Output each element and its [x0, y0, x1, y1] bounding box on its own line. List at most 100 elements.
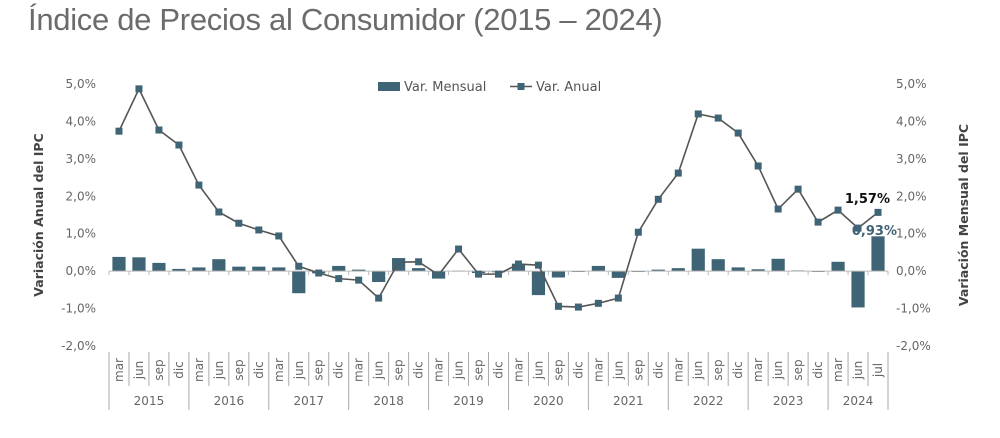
point-var-anual: [594, 299, 602, 307]
bar-var-mensual: [871, 236, 885, 272]
point-var-anual: [375, 294, 383, 302]
x-tick-year: 2016: [214, 394, 245, 408]
y-tick-right: 5,0%: [896, 77, 927, 91]
y-tick-right: -1,0%: [896, 302, 931, 316]
bar-var-mensual: [751, 269, 765, 272]
bar-var-mensual: [332, 265, 346, 272]
x-tick-month: sep: [152, 359, 166, 380]
bar-var-mensual: [152, 262, 166, 272]
point-var-anual: [674, 169, 682, 177]
point-var-anual: [734, 129, 742, 137]
y-tick-right: 3,0%: [896, 152, 927, 166]
x-tick-month: jun: [851, 361, 865, 381]
point-var-anual: [175, 141, 183, 149]
x-tick-month: mar: [831, 358, 845, 382]
x-tick-month: mar: [112, 358, 126, 382]
x-tick-month: jun: [691, 361, 705, 381]
point-var-anual: [654, 195, 662, 203]
y-tick-left: 1,0%: [66, 227, 97, 241]
point-var-anual: [415, 258, 423, 266]
x-tick-month: dic: [811, 361, 825, 379]
bar-var-mensual: [252, 266, 266, 272]
point-var-anual: [754, 162, 762, 170]
point-var-anual: [435, 271, 443, 279]
y-tick-right: 0,0%: [896, 264, 927, 278]
y-axis-label-right: Variación Mensual del IPC: [956, 124, 971, 306]
annotation-mensual-last: 0,93%: [852, 224, 897, 239]
x-tick-year: 2022: [693, 394, 724, 408]
bar-var-mensual: [651, 269, 665, 272]
x-tick-month: sep: [551, 359, 565, 380]
x-tick-month: jun: [771, 361, 785, 381]
x-tick-year: 2020: [533, 394, 564, 408]
y-tick-left: 3,0%: [66, 152, 97, 166]
x-tick-month: dic: [731, 361, 745, 379]
x-tick-month: mar: [751, 358, 765, 382]
x-tick-month: jun: [611, 361, 625, 381]
x-tick-month: mar: [671, 358, 685, 382]
bar-var-mensual: [671, 268, 685, 272]
x-tick-month: dic: [571, 361, 585, 379]
x-tick-month: jun: [531, 361, 545, 381]
bar-var-mensual: [771, 258, 785, 272]
x-tick-month: jun: [292, 361, 306, 381]
legend-bar-swatch: [378, 82, 400, 91]
point-var-anual: [155, 126, 163, 134]
point-var-anual: [574, 303, 582, 311]
point-var-anual: [854, 224, 862, 232]
bar-var-mensual: [232, 266, 246, 272]
x-tick-year: 2021: [613, 394, 644, 408]
point-var-anual: [215, 208, 223, 216]
y-tick-right: 4,0%: [896, 114, 927, 128]
y-tick-left: -1,0%: [61, 302, 96, 316]
point-var-anual: [794, 185, 802, 193]
bar-var-mensual: [831, 261, 845, 272]
x-tick-year: 2019: [453, 394, 484, 408]
point-var-anual: [135, 85, 143, 93]
x-tick-month: sep: [711, 359, 725, 380]
x-tick-month: mar: [591, 358, 605, 382]
point-var-anual: [195, 181, 203, 189]
y-tick-right: -2,0%: [896, 339, 931, 353]
point-var-anual: [475, 270, 483, 278]
point-var-anual: [534, 261, 542, 269]
point-var-anual: [275, 232, 283, 240]
x-tick-month: dic: [651, 361, 665, 379]
y-tick-right: 1,0%: [896, 227, 927, 241]
point-var-anual: [395, 258, 403, 266]
point-var-anual: [834, 206, 842, 214]
point-var-anual: [115, 127, 123, 135]
point-var-anual: [355, 276, 363, 284]
page-title: Índice de Precios al Consumidor (2015 – …: [28, 2, 663, 37]
x-tick-month: dic: [252, 361, 266, 379]
x-tick-month: jun: [452, 361, 466, 381]
bar-var-mensual: [551, 271, 566, 278]
x-tick-month: sep: [312, 359, 326, 380]
point-var-anual: [455, 245, 463, 253]
point-var-anual: [235, 219, 243, 227]
x-tick-month: mar: [272, 358, 286, 382]
bar-var-mensual: [691, 248, 705, 272]
x-tick-month: dic: [332, 361, 346, 379]
point-var-anual: [614, 294, 622, 302]
x-tick-month: dic: [492, 361, 506, 379]
y-tick-left: 4,0%: [66, 114, 97, 128]
bar-var-mensual: [132, 257, 146, 272]
legend-line-marker: [517, 83, 525, 90]
x-tick-year: 2015: [134, 394, 165, 408]
x-tick-month: dic: [412, 361, 426, 379]
x-tick-month: jun: [132, 361, 146, 381]
x-tick-year: 2018: [373, 394, 404, 408]
legend-var-mensual: Var. Mensual: [404, 80, 486, 95]
bar-var-mensual: [352, 269, 366, 272]
point-var-anual: [295, 262, 303, 270]
bar-var-mensual: [412, 268, 426, 272]
x-tick-month: dic: [172, 361, 186, 379]
point-var-anual: [335, 275, 343, 283]
point-var-anual: [714, 114, 722, 122]
bar-var-mensual: [711, 259, 725, 272]
x-tick-month: mar: [352, 358, 366, 382]
y-tick-right: 2,0%: [896, 189, 927, 203]
y-axis-label-left: Variación Anual del IPC: [31, 133, 46, 296]
